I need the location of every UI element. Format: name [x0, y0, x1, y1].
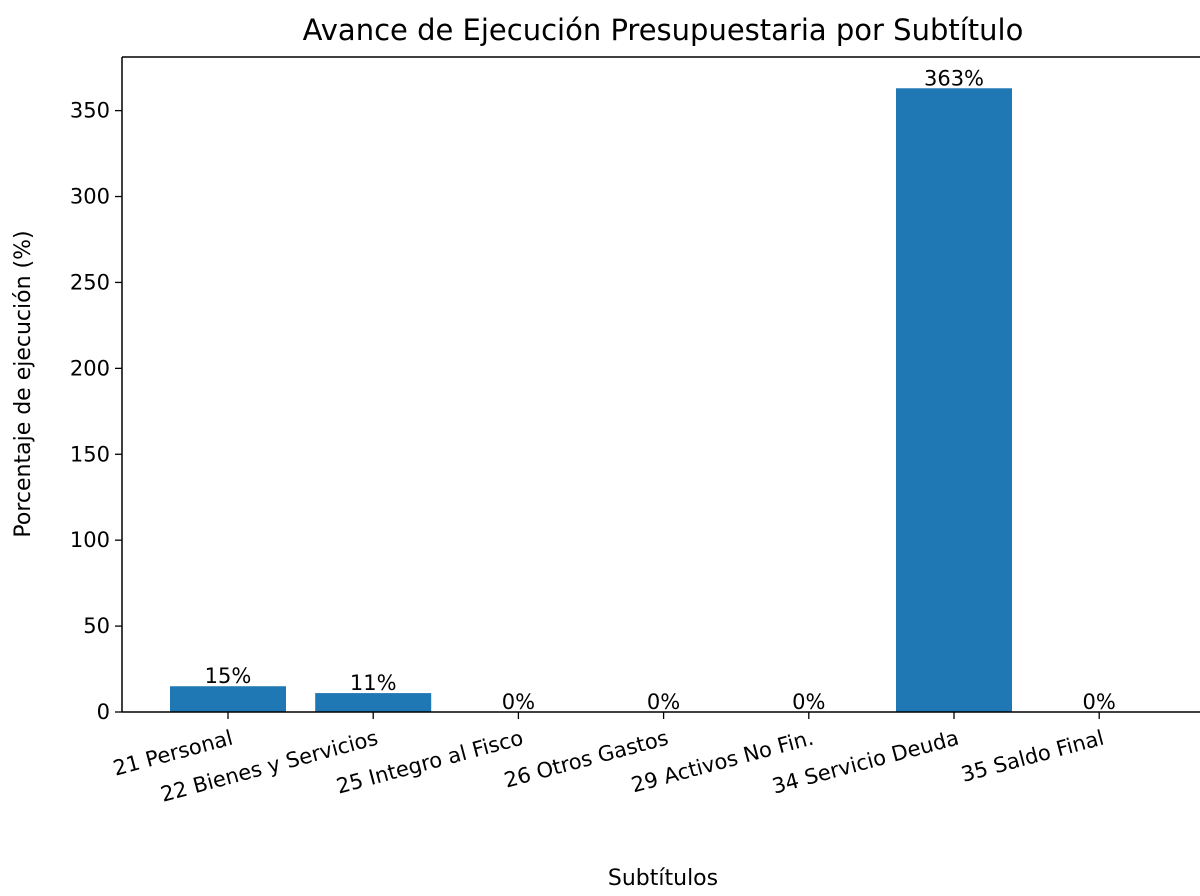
- y-tick-label: 100: [70, 528, 110, 552]
- bar: [315, 693, 432, 712]
- y-tick-label: 50: [83, 614, 110, 638]
- data-label: 363%: [924, 66, 984, 90]
- data-label: 0%: [647, 690, 680, 714]
- y-tick-label: 300: [70, 185, 110, 209]
- x-tick-label: 35 Saldo Final: [959, 726, 1107, 787]
- y-tick-label: 250: [70, 270, 110, 294]
- y-tick-label: 0: [97, 700, 110, 724]
- bar: [896, 88, 1012, 713]
- bar: [170, 686, 286, 712]
- y-axis-label: Porcentaje de ejecución (%): [11, 230, 36, 537]
- x-axis-label: Subtítulos: [608, 866, 718, 891]
- data-label: 0%: [792, 690, 825, 714]
- data-label: 0%: [1083, 690, 1116, 714]
- data-label: 0%: [502, 690, 535, 714]
- y-tick-label: 350: [70, 99, 110, 123]
- data-label: 11%: [350, 671, 397, 695]
- data-label: 15%: [205, 664, 252, 688]
- y-tick-label: 150: [70, 442, 110, 466]
- y-tick-label: 200: [70, 356, 110, 380]
- chart-title: Avance de Ejecución Presupuestaria por S…: [303, 13, 1024, 47]
